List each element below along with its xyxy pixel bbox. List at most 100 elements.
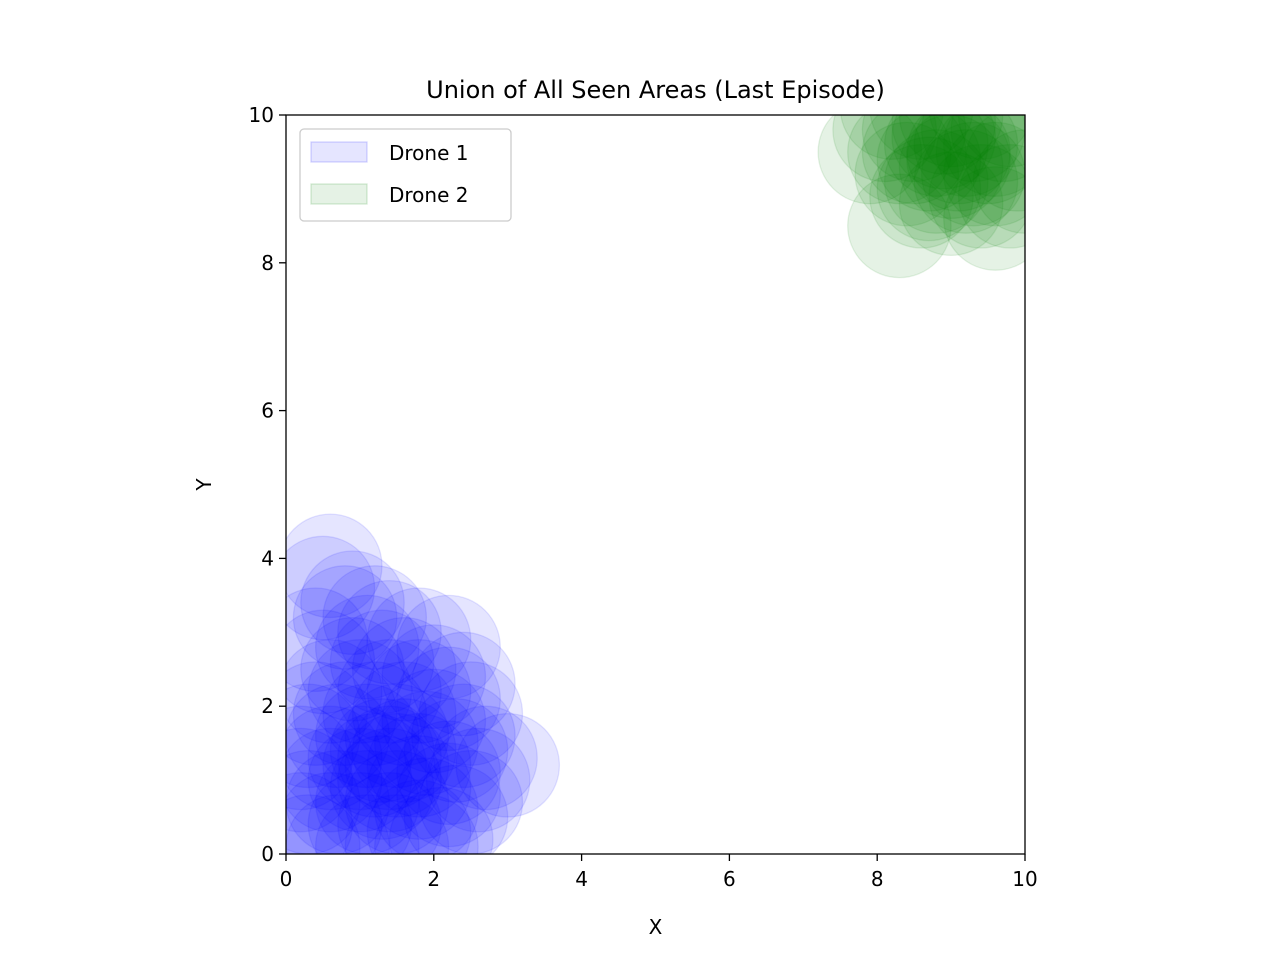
seen-area-drone-2-1 — [943, 166, 1025, 271]
seen-area-drone-1-36 — [286, 705, 383, 811]
seen-area-drone-1-56 — [286, 772, 383, 854]
seen-area-drone-1-65 — [374, 794, 479, 854]
seen-area-drone-2-13 — [876, 115, 982, 212]
seen-area-drone-2-29 — [898, 115, 1004, 220]
legend-swatch-drone-1 — [310, 141, 368, 163]
seen-area-drone-1-53 — [374, 757, 479, 854]
seen-area-drone-1-4 — [322, 565, 428, 670]
seen-area-drone-2-5 — [957, 143, 1025, 249]
seen-area-drone-2-19 — [891, 115, 997, 190]
seen-area-drone-1-6 — [366, 587, 472, 693]
seen-area-drone-1-22 — [292, 661, 398, 766]
legend-swatch-drone-2 — [310, 183, 368, 205]
legend: Drone 1 Drone 2 — [299, 128, 512, 222]
seen-area-drone-1-26 — [411, 683, 516, 789]
seen-area-drone-1-63 — [314, 794, 420, 854]
seen-area-drone-2-25 — [928, 115, 1025, 160]
seen-area-drone-1-61 — [286, 794, 361, 854]
seen-area-drone-2-26 — [957, 115, 1025, 168]
seen-area-drone-1-15 — [286, 639, 383, 744]
seen-area-drone-1-33 — [433, 705, 538, 811]
seen-area-drone-1-71 — [329, 735, 435, 840]
seen-area-drone-1-60 — [388, 786, 494, 854]
seen-area-drone-2-21 — [950, 115, 1025, 183]
seen-area-drone-1-67 — [329, 698, 435, 803]
legend-label-drone-1: Drone 1 — [389, 141, 468, 165]
seen-area-drone-1-3 — [292, 565, 398, 670]
seen-area-drone-1-12 — [351, 616, 457, 722]
seen-area-drone-1-14 — [411, 631, 516, 737]
x-tick-label-2: 4 — [575, 867, 588, 891]
seen-area-drone-2-4 — [928, 143, 1025, 249]
seen-area-drone-2-16 — [965, 115, 1025, 212]
x-tick-label-3: 6 — [723, 867, 736, 891]
seen-area-drone-1-7 — [396, 594, 501, 700]
seen-area-drone-2-22 — [840, 115, 944, 160]
x-tick-label-4: 8 — [871, 867, 884, 891]
seen-area-drone-1-54 — [403, 764, 509, 854]
y-tick-label-3: 6 — [261, 399, 274, 423]
seen-area-drone-1-2 — [300, 550, 405, 656]
y-tick-label-0: 0 — [261, 842, 274, 866]
seen-area-drone-1-1 — [286, 535, 376, 641]
seen-area-drone-1-37 — [307, 705, 413, 811]
seen-area-drone-1-42 — [286, 727, 354, 833]
seen-area-drone-1-8 — [314, 594, 420, 700]
seen-area-drone-1-24 — [351, 661, 457, 766]
legend-label-drone-2: Drone 2 — [389, 183, 468, 207]
seen-area-drone-2-8 — [913, 129, 1019, 234]
seen-area-drone-1-41 — [425, 727, 531, 833]
seen-area-drone-1-44 — [307, 727, 413, 833]
seen-area-drone-2-27 — [883, 115, 989, 197]
seen-area-drone-2-0 — [847, 173, 952, 279]
y-tick-label-5: 10 — [249, 103, 274, 127]
legend-box — [299, 128, 512, 222]
seen-area-drone-2-18 — [861, 115, 967, 183]
seen-area-drone-1-9 — [286, 609, 376, 715]
seen-area-drone-1-29 — [314, 683, 420, 789]
seen-area-drone-1-25 — [381, 668, 487, 774]
x-tick-label-1: 2 — [427, 867, 440, 891]
seen-area-drone-1-32 — [403, 698, 509, 803]
seen-area-drone-1-5 — [337, 579, 442, 685]
seen-area-drone-2-24 — [898, 115, 1004, 168]
y-tick-label-1: 2 — [261, 694, 274, 718]
seen-area-drone-1-62 — [286, 794, 391, 854]
seen-area-drone-2-11 — [817, 115, 923, 205]
x-tick-label-5: 10 — [1012, 867, 1037, 891]
seen-area-drone-1-16 — [307, 639, 413, 744]
seen-area-drone-1-10 — [300, 616, 405, 722]
seen-area-drone-2-12 — [847, 115, 952, 205]
seen-area-drone-1-11 — [329, 609, 435, 715]
plot-frame — [285, 114, 1026, 855]
seen-area-drone-2-34 — [891, 115, 997, 175]
x-tick-label-0: 0 — [280, 867, 293, 891]
seen-area-drone-1-66 — [286, 587, 368, 693]
seen-area-drone-2-3 — [898, 151, 1004, 257]
seen-area-drone-1-31 — [374, 690, 479, 796]
seen-area-drone-2-30 — [876, 136, 982, 242]
y-tick-label-4: 8 — [261, 251, 274, 275]
seen-area-drone-1-17 — [337, 639, 442, 744]
y-axis: 0 2 4 6 8 10 — [249, 103, 286, 866]
seen-area-drone-1-57 — [307, 772, 413, 854]
seen-area-drone-1-47 — [396, 742, 501, 848]
seen-areas-layer — [286, 115, 1025, 854]
seen-area-drone-1-28 — [286, 683, 391, 789]
seen-area-drone-1-69 — [322, 712, 428, 818]
seen-area-drone-2-32 — [861, 115, 967, 205]
seen-area-drone-2-23 — [869, 115, 974, 160]
seen-area-drone-1-27 — [286, 683, 361, 789]
seen-area-drone-2-17 — [832, 115, 937, 183]
seen-area-drone-1-34 — [455, 712, 561, 818]
seen-area-drone-1-19 — [396, 646, 501, 752]
seen-area-drone-2-2 — [869, 143, 974, 249]
seen-area-drone-1-23 — [322, 661, 428, 766]
seen-area-drone-1-70 — [344, 712, 450, 818]
x-axis: 0 2 4 6 8 10 — [280, 854, 1038, 891]
seen-area-drone-1-21 — [286, 661, 368, 766]
seen-area-drone-1-40 — [396, 720, 501, 826]
seen-area-drone-2-15 — [935, 115, 1025, 205]
seen-area-drone-1-45 — [337, 727, 442, 833]
